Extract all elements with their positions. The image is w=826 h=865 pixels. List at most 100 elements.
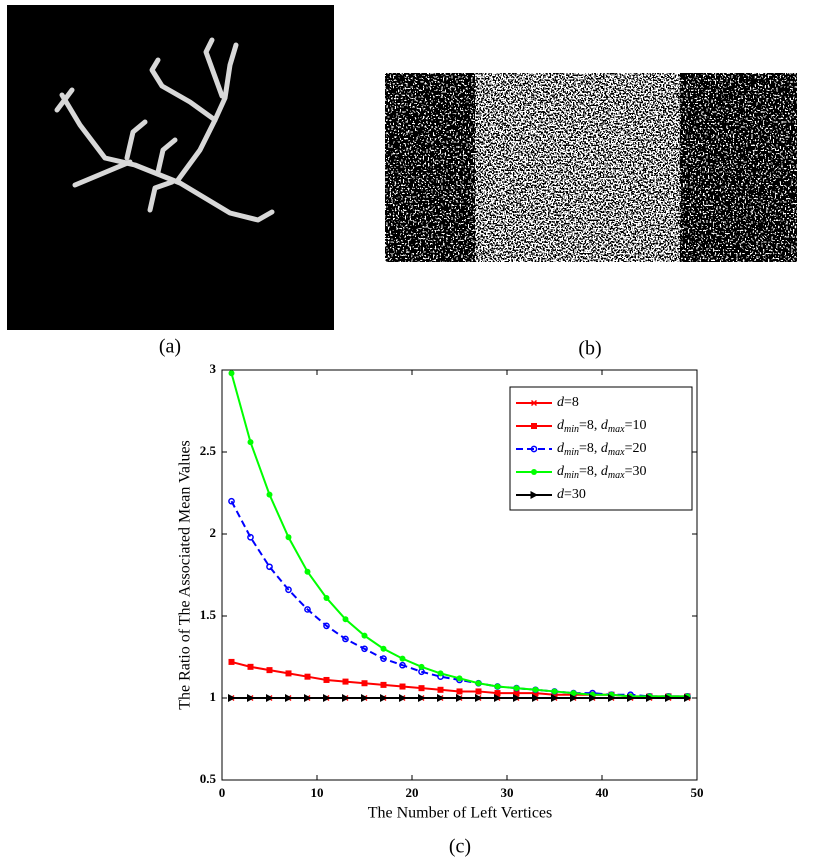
marker [361,694,369,702]
marker [266,491,273,498]
marker [494,690,501,697]
marker [342,616,349,623]
caption: (a) [159,336,181,358]
legend-label: dmin​=8, dmax​=10 [557,418,646,435]
marker [475,680,482,687]
marker [551,688,558,695]
marker [475,694,483,702]
marker [323,622,330,630]
x-tick-label: 0 [219,785,226,800]
marker [247,439,254,446]
marker [247,694,255,702]
caption: (b) [578,338,601,360]
marker [494,683,501,690]
marker [361,680,368,687]
marker [266,563,273,571]
marker [380,681,387,688]
marker [437,686,444,693]
y-axis-label: The Ratio of The Associated Mean Values [177,440,194,710]
y-tick-label: 1 [210,689,217,704]
x-axis-label: The Number of Left Vertices [368,805,553,822]
marker [418,694,426,702]
marker [304,606,311,613]
marker [228,658,235,665]
marker [399,655,406,662]
marker [418,685,425,692]
legend-marker [530,491,538,499]
marker [551,694,559,702]
caption: (c) [449,836,471,858]
marker [380,694,388,702]
marker [304,568,311,575]
x-tick-label: 30 [501,785,514,800]
marker [532,686,539,693]
legend-marker [531,423,537,429]
marker [361,632,368,639]
marker [285,670,292,677]
marker [285,586,292,594]
marker [532,694,540,702]
legend-label: dmin​=8, dmax​=30 [557,464,646,481]
marker [665,694,673,702]
marker [437,670,444,677]
marker [323,594,330,601]
marker [247,663,254,670]
marker [475,688,482,695]
marker [247,533,254,541]
marker [494,694,502,702]
marker [513,694,521,702]
y-tick-label: 0.5 [200,771,217,786]
marker [456,688,463,695]
x-tick-label: 10 [311,785,324,800]
marker [399,683,406,690]
marker [323,676,330,683]
y-tick-label: 1.5 [200,607,217,622]
marker [570,690,577,697]
legend: d=8 dmin​=8, dmax​=10 dmin​=8, dmax​=20 dmi… [509,386,693,511]
x-tick-label: 20 [406,785,419,800]
x-tick-label: 40 [596,785,609,800]
y-tick-label: 2.5 [200,443,217,458]
marker [304,694,312,702]
marker [456,675,463,682]
marker [228,694,236,702]
noise-image [385,73,797,262]
marker [684,694,692,702]
marker [513,690,520,697]
legend-marker [530,399,538,407]
marker [570,694,578,702]
marker [513,685,520,692]
y-tick-label: 3 [210,361,217,376]
marker [589,694,597,702]
marker [627,694,635,702]
legend-marker [531,469,537,475]
y-tick-label: 2 [210,525,217,540]
marker [266,667,273,674]
marker [285,534,292,541]
marker [266,694,274,702]
legend-label: d=30 [557,487,586,502]
marker [228,497,235,505]
marker [646,694,654,702]
marker [342,678,349,685]
marker [418,663,425,670]
marker [399,694,407,702]
marker [380,655,387,662]
marker [380,645,387,652]
marker [228,370,235,377]
x-tick-label: 50 [691,785,704,800]
marker [456,694,464,702]
marker [285,694,293,702]
vessel-image [7,5,334,330]
marker [304,673,311,680]
marker [361,645,368,653]
marker [437,694,445,702]
marker [608,694,616,702]
marker [342,635,349,643]
marker [323,694,331,702]
legend-label: dmin​=8, dmax​=20 [557,441,646,458]
marker [399,661,406,669]
marker [342,694,350,702]
